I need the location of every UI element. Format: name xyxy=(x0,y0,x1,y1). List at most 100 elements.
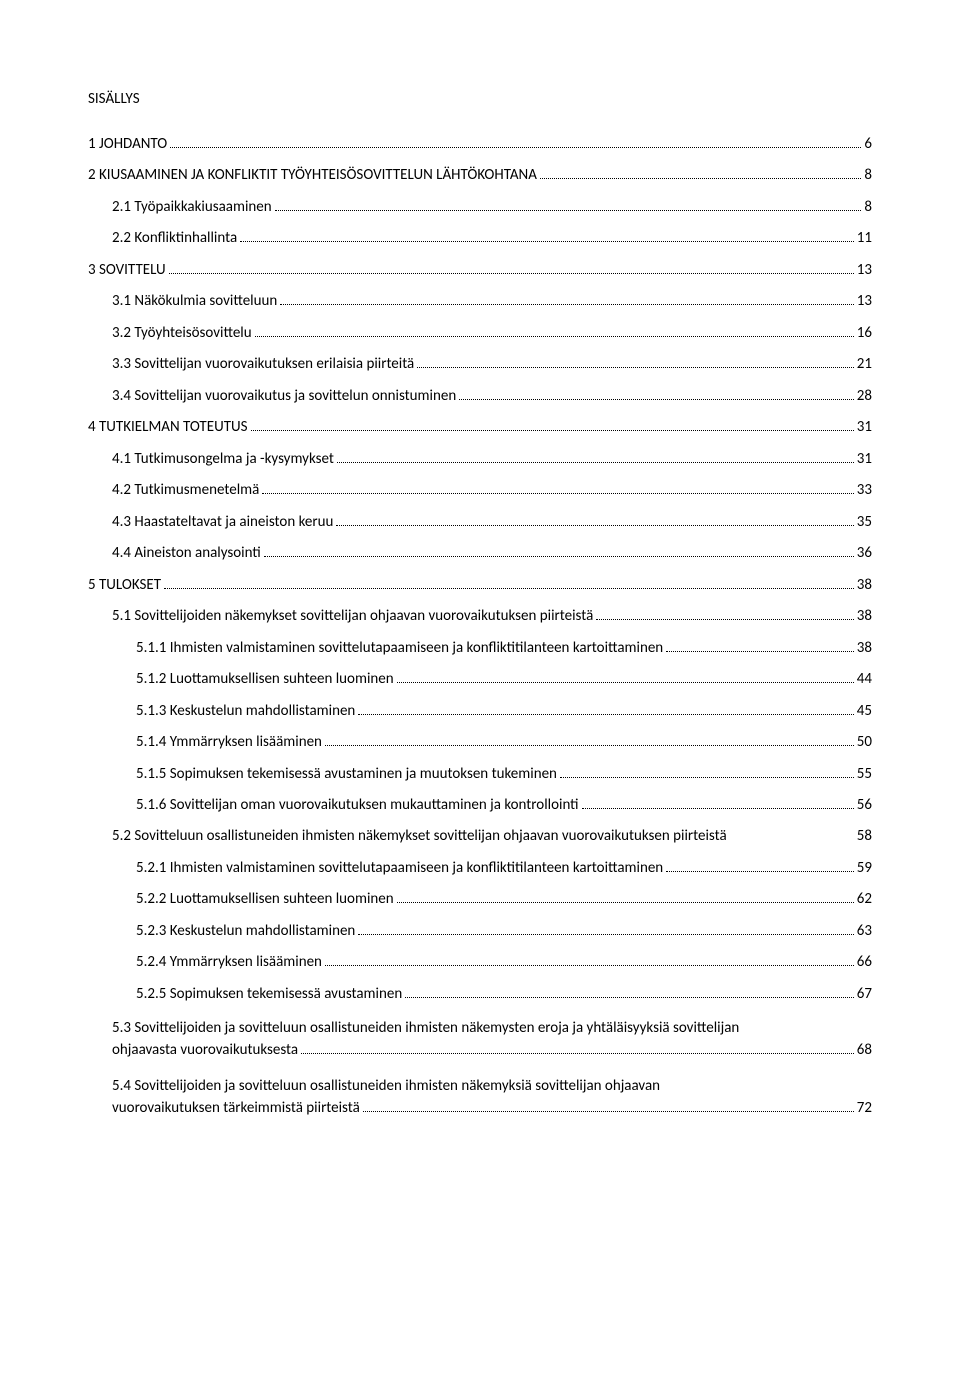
toc-label: 1 JOHDANTO xyxy=(88,137,167,152)
toc-page: 50 xyxy=(857,735,872,750)
toc-leader xyxy=(264,546,854,558)
toc-page: 72 xyxy=(857,1098,872,1118)
toc-label: 5.1.2 Luottamuksellisen suhteen luominen xyxy=(136,672,394,687)
toc-leader xyxy=(325,955,854,967)
toc-page: 33 xyxy=(857,483,872,498)
toc-page: 21 xyxy=(857,357,872,372)
toc-entry: 2 KIUSAAMINEN JA KONFLIKTIT TYÖYHTEISÖSO… xyxy=(88,168,872,184)
toc-leader xyxy=(397,672,854,684)
toc-entry: 5.2.2 Luottamuksellisen suhteen luominen… xyxy=(88,892,872,908)
toc-leader xyxy=(397,892,854,904)
toc-label: 5.2 Sovitteluun osallistuneiden ihmisten… xyxy=(112,829,727,844)
toc-page: 63 xyxy=(857,924,872,939)
toc-leader xyxy=(336,514,853,526)
toc-page: 62 xyxy=(857,892,872,907)
toc-label: 3.4 Sovittelijan vuorovaikutus ja sovitt… xyxy=(112,389,456,404)
toc-leader xyxy=(164,577,854,589)
toc-label: 3 SOVITTELU xyxy=(88,263,166,278)
toc-page: 16 xyxy=(857,326,872,341)
toc-leader xyxy=(280,294,854,306)
toc-label: 5.2.1 Ihmisten valmistaminen sovitteluta… xyxy=(136,861,663,876)
toc-label: 5.4 Sovittelijoiden ja sovitteluun osall… xyxy=(112,1076,872,1096)
toc-label: 4 TUTKIELMAN TOTEUTUS xyxy=(88,420,248,435)
toc-entry: 2.1 Työpaikkakiusaaminen8 xyxy=(88,199,872,215)
toc-label: 5.1.6 Sovittelijan oman vuorovaikutuksen… xyxy=(136,798,579,813)
toc-leader xyxy=(301,1042,854,1054)
toc-entry: 5.2.4 Ymmärryksen lisääminen 66 xyxy=(88,955,872,971)
toc-entry: 5.1.2 Luottamuksellisen suhteen luominen… xyxy=(88,672,872,688)
toc-leader xyxy=(459,388,854,400)
toc-page: 11 xyxy=(857,231,872,246)
toc-leader xyxy=(358,923,853,935)
toc-leader xyxy=(358,703,853,715)
toc-entry: 4 TUTKIELMAN TOTEUTUS 31 xyxy=(88,420,872,436)
toc-leader xyxy=(337,451,854,463)
toc-leader xyxy=(596,609,854,621)
toc-page: 55 xyxy=(857,767,872,782)
toc-leader xyxy=(417,357,854,369)
toc-entry: 3 SOVITTELU 13 xyxy=(88,262,872,278)
toc-page: 56 xyxy=(857,798,872,813)
toc-entry: 4.4 Aineiston analysointi36 xyxy=(88,546,872,562)
toc-leader xyxy=(170,136,861,148)
toc-page: 38 xyxy=(857,578,872,593)
toc-label: 5 TULOKSET xyxy=(88,578,161,593)
toc-leader xyxy=(560,766,854,778)
toc-page: 8 xyxy=(864,168,872,183)
toc-label: 3.1 Näkökulmia sovitteluun xyxy=(112,294,277,309)
toc-page: 6 xyxy=(864,137,872,152)
toc-entry: 5.2.3 Keskustelun mahdollistaminen63 xyxy=(88,923,872,939)
toc-label: 2.2 Konfliktinhallinta xyxy=(112,231,237,246)
toc-label: vuorovaikutuksen tärkeimmistä piirteistä xyxy=(112,1098,360,1118)
toc-entry-line2: ohjaavasta vuorovaikutuksesta 68 xyxy=(112,1040,872,1060)
toc-page: 66 xyxy=(857,955,872,970)
toc-entry: 5.1 Sovittelijoiden näkemykset sovitteli… xyxy=(88,609,872,625)
toc-label: 2 KIUSAAMINEN JA KONFLIKTIT TYÖYHTEISÖSO… xyxy=(88,168,537,183)
toc-label: 5.1.1 Ihmisten valmistaminen sovitteluta… xyxy=(136,641,663,656)
toc-label: 5.1.4 Ymmärryksen lisääminen xyxy=(136,735,322,750)
toc-page: 38 xyxy=(857,609,872,624)
toc-page: 67 xyxy=(857,987,872,1002)
toc-label: 3.3 Sovittelijan vuorovaikutuksen erilai… xyxy=(112,357,414,372)
toc-page: 35 xyxy=(857,515,872,530)
toc-entry: 5.2.5 Sopimuksen tekemisessä avustaminen… xyxy=(88,986,872,1002)
toc-label: 4.3 Haastateltavat ja aineiston keruu xyxy=(112,515,333,530)
toc-label: 5.2.4 Ymmärryksen lisääminen xyxy=(136,955,322,970)
toc-page: 44 xyxy=(857,672,872,687)
toc-label: ohjaavasta vuorovaikutuksesta xyxy=(112,1040,298,1060)
toc-page: 8 xyxy=(864,200,872,215)
toc-page: 38 xyxy=(857,641,872,656)
toc-entry: 3.3 Sovittelijan vuorovaikutuksen erilai… xyxy=(88,357,872,373)
toc-label: 5.1 Sovittelijoiden näkemykset sovitteli… xyxy=(112,609,593,624)
toc-entry: 3.1 Näkökulmia sovitteluun 13 xyxy=(88,294,872,310)
toc-entry: 4.3 Haastateltavat ja aineiston keruu 35 xyxy=(88,514,872,530)
toc-entry: 2.2 Konfliktinhallinta 11 xyxy=(88,231,872,247)
toc-label: 5.2.5 Sopimuksen tekemisessä avustaminen xyxy=(136,987,402,1002)
toc-page: 45 xyxy=(857,704,872,719)
toc-page: 31 xyxy=(857,420,872,435)
toc-label: 4.1 Tutkimusongelma ja -kysymykset xyxy=(112,452,334,467)
toc-page: 68 xyxy=(857,1040,872,1060)
toc-page: 31 xyxy=(857,452,872,467)
toc-entry: 4.2 Tutkimusmenetelmä33 xyxy=(88,483,872,499)
toc-entry: 4.1 Tutkimusongelma ja -kysymykset 31 xyxy=(88,451,872,467)
toc-leader xyxy=(251,420,854,432)
toc-label: 5.1.3 Keskustelun mahdollistaminen xyxy=(136,704,355,719)
toc-entry: 5.1.3 Keskustelun mahdollistaminen 45 xyxy=(88,703,872,719)
toc-entry: 1 JOHDANTO 6 xyxy=(88,136,872,152)
toc-leader xyxy=(666,860,854,872)
toc-leader xyxy=(405,986,854,998)
toc-page: 13 xyxy=(857,294,872,309)
toc-entry: 5.2 Sovitteluun osallistuneiden ihmisten… xyxy=(88,829,872,844)
toc-entry: 5.3 Sovittelijoiden ja sovitteluun osall… xyxy=(88,1018,872,1061)
toc-entry: 5.1.5 Sopimuksen tekemisessä avustaminen… xyxy=(88,766,872,782)
toc-page: 36 xyxy=(857,546,872,561)
toc-page: 13 xyxy=(857,263,872,278)
toc-entry-line2: vuorovaikutuksen tärkeimmistä piirteistä… xyxy=(112,1098,872,1118)
toc-page: 59 xyxy=(857,861,872,876)
toc-entry: 5 TULOKSET 38 xyxy=(88,577,872,593)
toc-leader xyxy=(582,798,854,810)
toc-title: SISÄLLYS xyxy=(88,90,872,108)
toc-entry: 5.1.1 Ihmisten valmistaminen sovitteluta… xyxy=(88,640,872,656)
toc-entry: 3.4 Sovittelijan vuorovaikutus ja sovitt… xyxy=(88,388,872,404)
